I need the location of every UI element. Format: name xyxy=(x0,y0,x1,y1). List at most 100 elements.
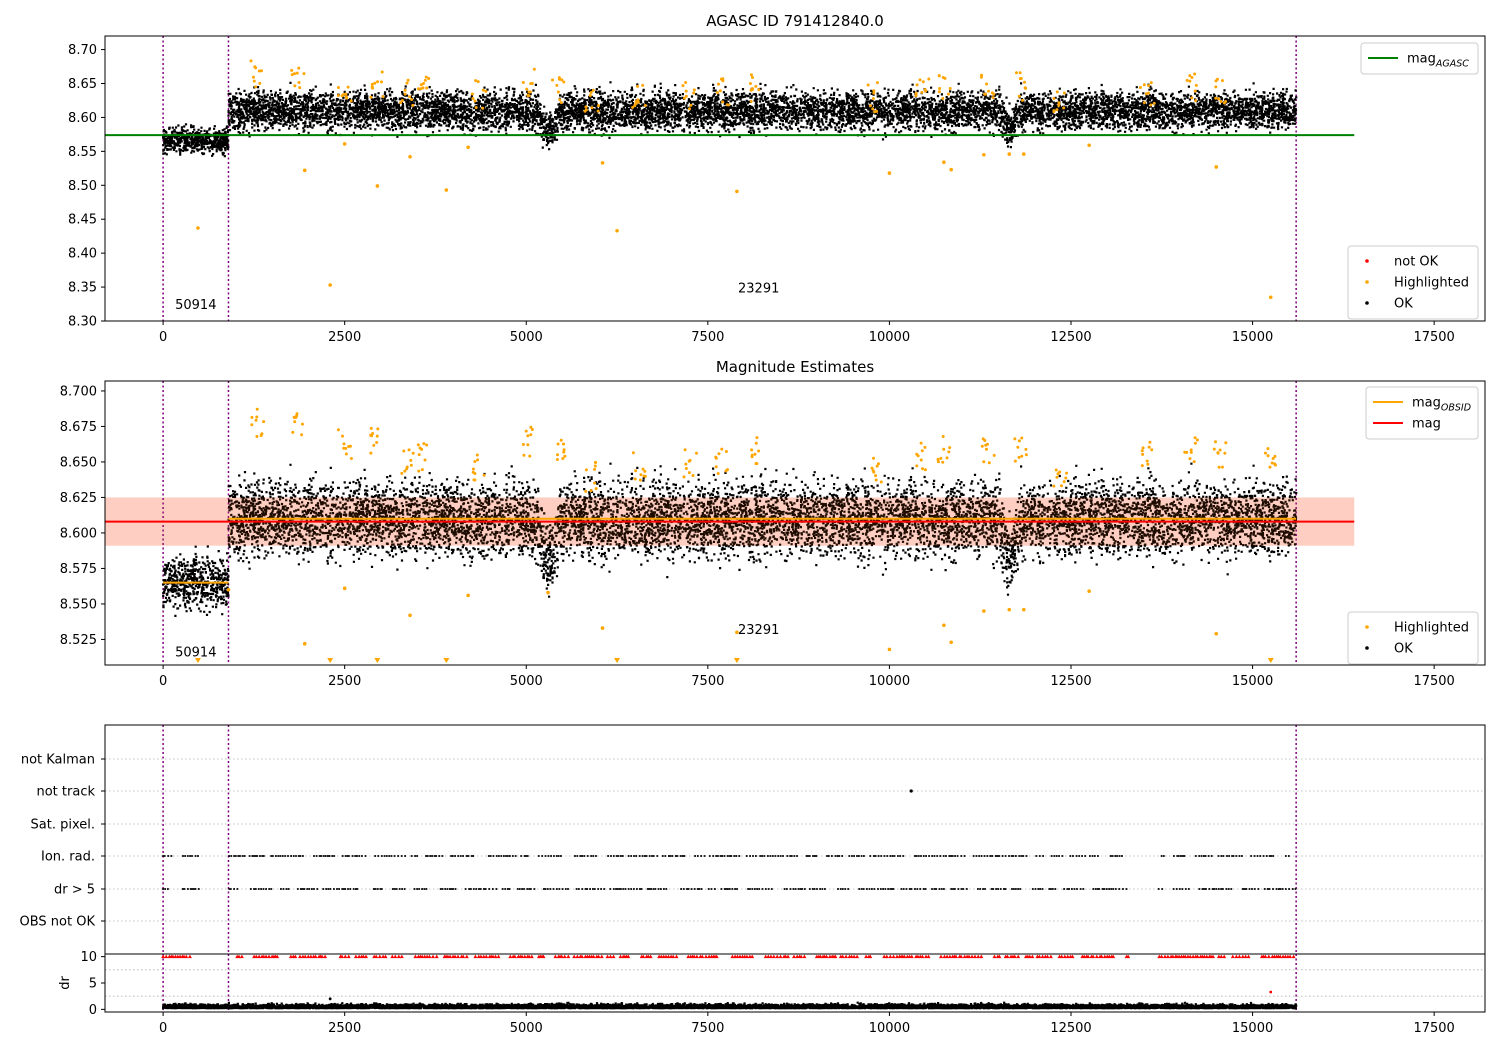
highlighted-point xyxy=(1263,451,1267,455)
highlighted-point xyxy=(521,80,525,84)
highlighted-point xyxy=(941,97,945,101)
y-tick-label: 8.675 xyxy=(60,420,97,435)
highlighted-point xyxy=(692,88,696,92)
highlighted-point xyxy=(342,586,347,591)
highlighted-point xyxy=(1149,81,1153,85)
highlighted-point xyxy=(948,446,952,450)
highlighted-point xyxy=(369,95,373,99)
y-tick-label: 8.650 xyxy=(60,455,97,470)
highlighted-point xyxy=(336,428,340,432)
highlighted-point xyxy=(1213,440,1217,444)
highlighted-point xyxy=(1087,143,1091,148)
flag-row-label: dr > 5 xyxy=(54,883,95,898)
highlighted-point xyxy=(593,460,597,464)
highlighted-point xyxy=(561,457,565,461)
highlighted-point xyxy=(1020,436,1024,440)
highlighted-point xyxy=(946,92,950,96)
highlighted-point xyxy=(336,94,340,98)
highlighted-point xyxy=(876,462,880,466)
highlighted-point xyxy=(405,467,409,471)
highlighted-point xyxy=(1062,480,1066,484)
highlighted-point xyxy=(1064,476,1068,480)
highlighted-point xyxy=(915,452,919,456)
highlighted-point xyxy=(1007,152,1012,156)
highlighted-point xyxy=(1194,99,1198,103)
highlighted-point xyxy=(255,415,259,419)
highlighted-point xyxy=(427,76,431,80)
highlighted-point xyxy=(1189,448,1193,452)
highlighted-point xyxy=(417,453,421,457)
highlighted-point xyxy=(721,79,725,83)
highlighted-point xyxy=(466,593,470,598)
highlighted-point xyxy=(684,81,688,85)
highlighted-point xyxy=(1215,77,1219,81)
highlighted-point xyxy=(1147,84,1151,88)
highlighted-point xyxy=(716,82,720,86)
highlighted-point xyxy=(716,472,720,476)
highlighted-point xyxy=(1152,101,1156,105)
flag-point xyxy=(909,789,913,793)
highlighted-point xyxy=(735,189,739,194)
below-range-marker xyxy=(614,658,621,663)
highlighted-point xyxy=(920,449,924,453)
x-tick-label: 10000 xyxy=(869,1021,910,1036)
highlighted-point xyxy=(687,459,691,463)
highlighted-point xyxy=(559,438,563,442)
highlighted-point xyxy=(949,167,953,172)
highlighted-point xyxy=(682,475,686,479)
highlighted-point xyxy=(474,105,478,109)
highlighted-point xyxy=(226,587,231,592)
magnitude-estimates-panel: Magnitude Estimates 50914 23291 0 2500 5000 75… xyxy=(60,358,1486,689)
highlighted-point xyxy=(982,609,986,613)
highlighted-point xyxy=(524,429,528,433)
highlighted-point xyxy=(470,92,474,96)
highlighted-point xyxy=(984,447,988,451)
highlighted-point xyxy=(375,434,379,438)
highlighted-point xyxy=(945,456,949,460)
highlighted-point xyxy=(563,454,567,458)
highlighted-point xyxy=(1270,461,1274,465)
highlighted-point xyxy=(1192,460,1196,464)
x-tick-label: 17500 xyxy=(1413,1021,1454,1036)
highlighted-point xyxy=(871,469,875,473)
highlighted-point xyxy=(372,443,376,447)
highlighted-point xyxy=(444,188,449,192)
highlighted-point xyxy=(985,442,989,446)
highlighted-point xyxy=(725,468,729,472)
x-tick-label: 17500 xyxy=(1413,674,1454,689)
highlighted-point xyxy=(1055,108,1059,112)
panel-title: AGASC ID 791412840.0 xyxy=(706,12,884,30)
highlighted-point xyxy=(417,469,421,473)
highlighted-point xyxy=(692,91,696,95)
highlighted-point xyxy=(421,82,425,86)
x-tick-label: 15000 xyxy=(1232,330,1273,345)
y-tick-label: 8.50 xyxy=(68,179,97,194)
highlighted-point xyxy=(1144,92,1148,96)
highlighted-point xyxy=(1024,453,1028,457)
highlighted-point xyxy=(561,442,565,446)
highlighted-point xyxy=(694,451,698,455)
highlighted-point xyxy=(295,71,299,75)
highlighted-point xyxy=(875,109,879,113)
highlighted-point xyxy=(1017,94,1021,98)
highlighted-point xyxy=(937,74,941,78)
highlighted-point xyxy=(1024,86,1028,90)
highlighted-point xyxy=(1190,96,1194,100)
highlighted-point xyxy=(1052,109,1056,113)
below-range-marker xyxy=(733,658,740,663)
y-tick-label: 8.55 xyxy=(68,145,97,160)
highlighted-point xyxy=(1141,452,1145,456)
highlighted-point xyxy=(411,451,415,455)
highlighted-point xyxy=(921,80,925,84)
highlighted-point xyxy=(1266,447,1270,451)
y-tick-label: 8.30 xyxy=(68,315,97,330)
highlighted-point xyxy=(562,80,566,84)
highlighted-point xyxy=(550,78,554,82)
highlighted-point xyxy=(411,103,415,107)
highlighted-point xyxy=(641,467,645,471)
legend-dot-swatch xyxy=(1365,259,1369,263)
highlighted-point xyxy=(1195,438,1199,442)
highlighted-point xyxy=(559,101,563,105)
highlighted-point xyxy=(879,480,883,484)
highlighted-point xyxy=(937,90,941,94)
